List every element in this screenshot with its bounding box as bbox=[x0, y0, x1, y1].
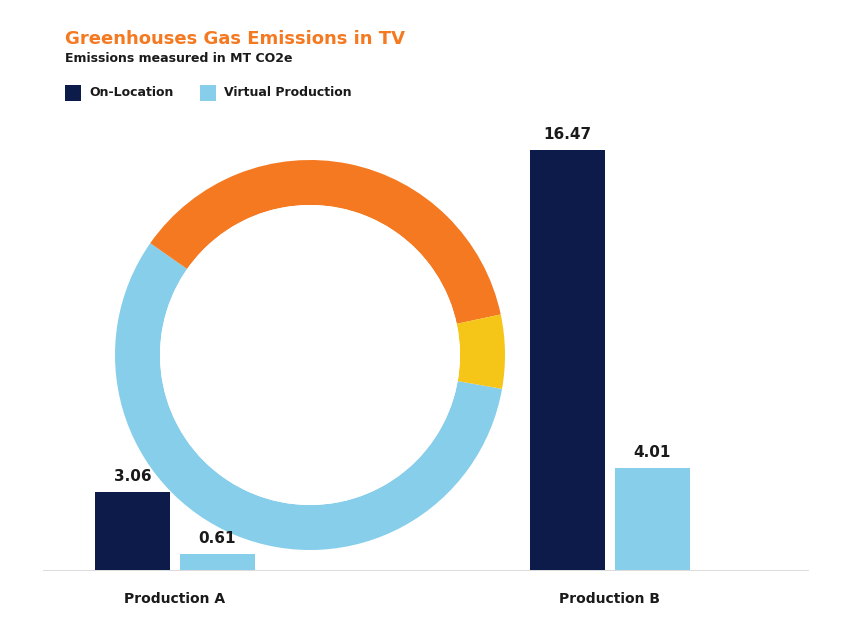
Bar bbox=[615, 468, 690, 570]
Wedge shape bbox=[456, 315, 505, 389]
Wedge shape bbox=[115, 243, 502, 550]
Circle shape bbox=[160, 205, 460, 505]
Text: 0.61: 0.61 bbox=[199, 531, 236, 546]
Bar bbox=[530, 150, 605, 570]
Bar bbox=[180, 554, 255, 570]
Bar bbox=[95, 492, 170, 570]
Text: Emissions measured in MT CO2e: Emissions measured in MT CO2e bbox=[65, 52, 292, 65]
Text: Greenhouses Gas Emissions in TV: Greenhouses Gas Emissions in TV bbox=[65, 30, 405, 48]
Text: 16.47: 16.47 bbox=[543, 127, 592, 142]
Text: Production B: Production B bbox=[559, 592, 660, 606]
Bar bbox=[65, 85, 81, 101]
Text: 3.06: 3.06 bbox=[114, 469, 151, 484]
Text: On-Location: On-Location bbox=[89, 87, 173, 100]
Text: Production A: Production A bbox=[124, 592, 225, 606]
Text: Virtual Production: Virtual Production bbox=[224, 87, 352, 100]
Wedge shape bbox=[150, 160, 501, 324]
Text: 4.01: 4.01 bbox=[634, 445, 672, 460]
Bar bbox=[200, 85, 216, 101]
